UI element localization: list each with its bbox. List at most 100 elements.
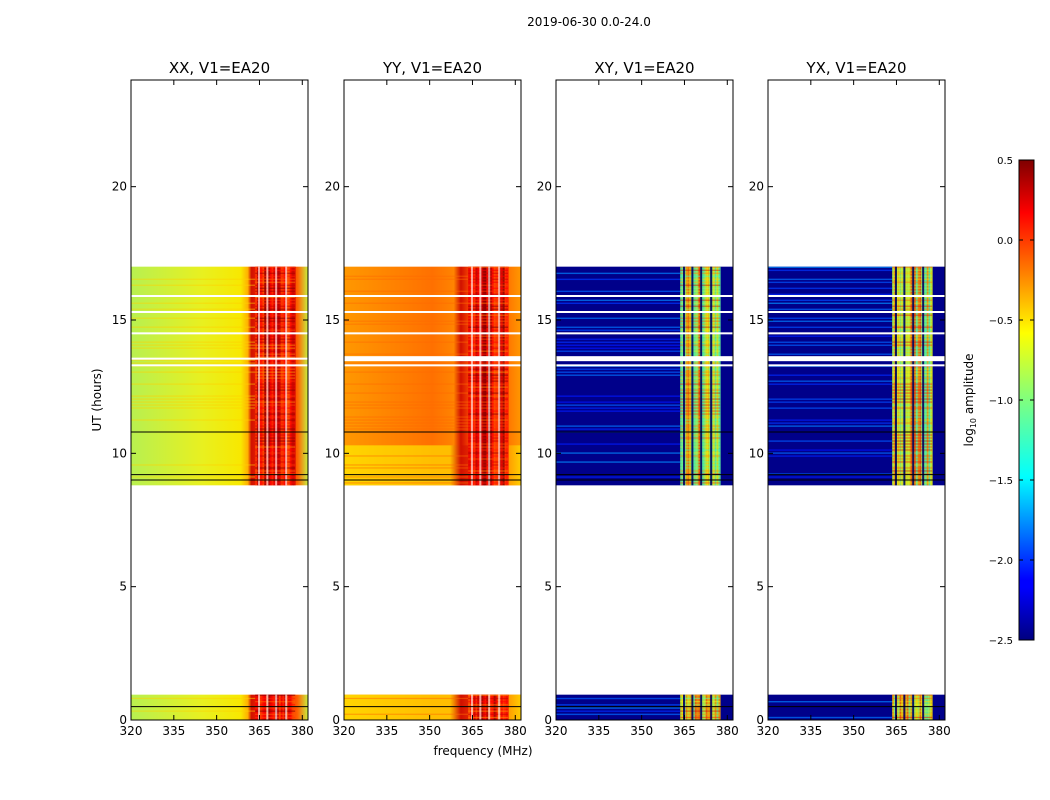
texture-row [556,344,681,346]
texture-row [556,371,681,373]
y-tick-label: 20 [112,180,127,194]
texture-row [680,293,721,295]
texture-row [131,419,256,421]
texture-row [892,461,933,463]
freq-stripe [703,266,707,486]
texture-row [680,299,721,301]
freq-stripe [923,266,926,486]
texture-row [556,410,681,412]
freq-stripe [255,266,258,486]
texture-row [768,701,893,703]
gap-line [131,295,308,297]
freq-stripe [477,266,480,486]
freq-stripe [502,266,506,486]
texture-row [892,446,933,448]
texture-row [892,482,933,484]
gap-line [768,364,945,367]
y-tick-label: 0 [119,713,127,727]
texture-row [892,305,933,307]
texture-row [680,344,721,346]
texture-row [892,329,933,331]
texture-row [892,338,933,340]
panel-3-title: XY, V1=EA20 [594,59,694,77]
texture-row [768,425,893,427]
texture-row [680,281,721,283]
panel-3-frame [555,79,734,721]
x-tick-label: 365 [673,724,696,738]
freq-stripe [696,266,699,486]
texture-row [680,383,721,385]
texture-row [344,353,469,355]
freq-stripe [291,266,294,486]
freq-stripe [917,266,920,486]
x-axis-label: frequency (MHz) [433,744,532,758]
freq-stripe [694,266,698,486]
channel-line [922,266,925,486]
texture-row [892,293,933,295]
texture-row [892,323,933,325]
channel-line [275,694,278,720]
x-tick-label: 335 [799,724,822,738]
texture-row [680,410,721,412]
texture-row [556,443,681,445]
channel-line [894,694,897,720]
panel-4-title: YX, V1=EA20 [805,59,906,77]
freq-stripe [698,266,701,486]
texture-row [892,347,933,349]
x-tick-label: 320 [333,724,356,738]
freq-stripe [480,266,484,486]
texture-row [131,326,256,328]
texture-row [892,467,933,469]
texture-row [344,416,469,418]
texture-row [556,272,681,275]
freq-stripe [484,266,487,486]
texture-row [892,287,933,289]
freq-stripe [278,266,282,486]
texture-row [680,374,721,376]
texture-row [892,404,933,406]
texture-row [892,368,933,370]
texture-row [556,347,681,349]
channel-line [710,266,713,486]
y-tick-label: 10 [537,446,552,460]
texture-row [892,275,933,277]
texture-row [680,419,721,421]
texture-row [892,344,933,346]
texture-row [892,458,933,460]
colorbar: 0.5 0.0 −0.5 −1.0 −1.5 −2.0 −2.5 log10 amplitu… [962,156,1035,647]
texture-row [892,350,933,352]
texture-row [680,434,721,436]
texture-row [680,326,721,328]
texture-row [556,290,681,293]
texture-row [680,362,721,364]
freq-stripe [928,266,931,486]
texture-row [892,707,933,709]
x-tick-label: 350 [418,724,441,738]
texture-row [892,389,933,391]
texture-row [344,425,469,427]
texture-row [892,464,933,466]
freq-stripe [899,266,902,486]
colorbar-label: log10 amplitude [962,354,978,447]
texture-row [892,320,933,322]
y-tick-label: 10 [749,446,764,460]
texture-row [131,359,256,361]
colorbar-ticks: 0.5 0.0 −0.5 −1.0 −1.5 −2.0 −2.5 [989,156,1034,647]
freq-stripe [267,266,271,486]
freq-stripe [491,266,495,486]
freq-stripe [906,266,910,486]
freq-stripe [904,266,908,486]
x-tick-label: 320 [757,724,780,738]
freq-stripe [260,266,263,486]
texture-row [892,473,933,475]
x-tick-label: 365 [248,724,271,738]
colorbar-tick-label: −2.5 [989,636,1013,647]
texture-row [768,302,893,305]
texture-row [768,419,893,421]
texture-row [344,341,469,343]
texture-row [892,290,933,292]
freq-stripe [705,266,708,486]
texture-row [344,371,469,373]
y-tick-label: 5 [332,580,340,594]
channel-line [903,694,906,720]
